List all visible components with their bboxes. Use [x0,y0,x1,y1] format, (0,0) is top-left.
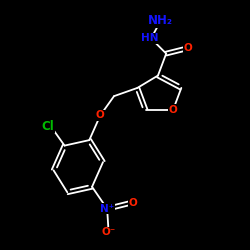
Text: Cl: Cl [42,120,54,133]
Text: O: O [96,110,105,120]
Text: O⁻: O⁻ [102,227,116,237]
Text: O: O [129,198,138,208]
Text: O: O [184,43,192,53]
Text: HN: HN [141,34,158,43]
Text: N⁺: N⁺ [100,204,114,214]
Text: NH₂: NH₂ [148,14,173,27]
Text: O: O [169,105,177,115]
